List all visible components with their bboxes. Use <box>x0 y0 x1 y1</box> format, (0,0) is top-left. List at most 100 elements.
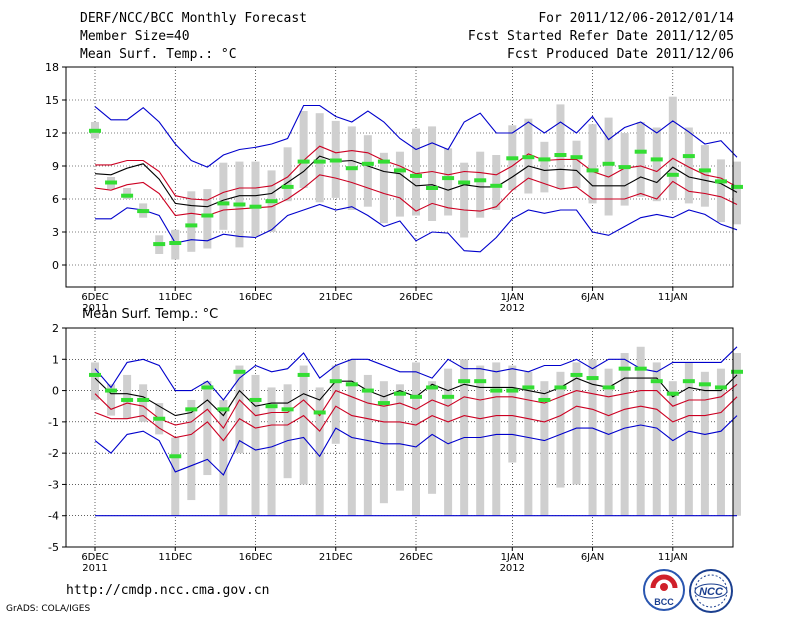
observed-mark <box>474 178 487 183</box>
y-tick-label: 15 <box>45 94 59 107</box>
observed-mark <box>105 180 118 185</box>
observed-mark <box>682 154 695 159</box>
series-lower <box>94 396 738 442</box>
bcc-logo: BCC <box>643 569 685 611</box>
observed-mark <box>602 385 615 390</box>
observed-mark <box>714 385 727 390</box>
range-bar <box>139 384 148 422</box>
range-bar <box>700 145 709 207</box>
range-bar <box>572 140 581 188</box>
series-max <box>94 104 738 168</box>
observed-mark <box>329 379 342 384</box>
observed-mark <box>666 172 679 177</box>
observed-mark <box>361 161 374 166</box>
range-bar <box>540 381 549 516</box>
range-bar <box>235 365 244 454</box>
observed-mark <box>698 382 711 387</box>
y-tick-label: 0 <box>52 259 59 272</box>
x-tick-label: 1JAN <box>501 292 524 303</box>
observed-mark <box>345 166 358 171</box>
range-bar <box>395 384 404 491</box>
produced-date: Fcst Produced Date 2011/12/06 <box>507 47 734 62</box>
x-tick-label: 11DEC <box>158 552 192 563</box>
range-bar <box>428 381 437 494</box>
forecast-period: For 2011/12/06-2012/01/14 <box>538 11 734 26</box>
observed-mark <box>297 159 310 164</box>
range-bar <box>299 111 308 188</box>
range-bar <box>123 188 132 199</box>
range-bar <box>492 155 501 210</box>
y-tick-label: 0 <box>52 385 59 398</box>
ncc-logo-text: NCC <box>699 586 724 598</box>
observed-mark <box>185 407 198 412</box>
observed-mark <box>121 397 134 402</box>
range-bar <box>636 346 645 516</box>
range-bar <box>604 368 613 516</box>
range-bar <box>540 141 549 193</box>
range-bar <box>444 148 453 216</box>
range-bar <box>315 113 324 203</box>
observed-mark <box>490 388 503 393</box>
observed-mark <box>137 209 150 214</box>
y-tick-label: -5 <box>48 541 59 554</box>
range-bar <box>107 384 116 416</box>
y-tick-label: -1 <box>48 416 59 429</box>
observed-mark <box>618 165 631 170</box>
observed-mark <box>217 201 230 206</box>
range-bar <box>588 124 597 204</box>
series-min <box>94 415 738 476</box>
observed-mark <box>731 369 743 374</box>
observed-mark <box>89 128 101 133</box>
y-tick-label: 12 <box>45 127 59 140</box>
observed-mark <box>377 159 390 164</box>
range-bar <box>299 365 308 485</box>
x-tick-label: 16DEC <box>239 292 273 303</box>
range-bar <box>508 365 517 463</box>
plot-frame <box>65 327 734 548</box>
observed-mark <box>265 404 278 409</box>
chart-title: DERF/NCC/BCC Monthly Forecast <box>80 11 307 26</box>
range-bar <box>219 162 228 230</box>
observed-mark <box>522 155 535 160</box>
range-bar <box>283 384 292 479</box>
y-tick-label: 3 <box>52 226 59 239</box>
observed-mark <box>169 241 182 245</box>
observed-mark <box>345 382 358 387</box>
observed-mark <box>554 153 567 157</box>
x-tick-label: 11JAN <box>658 552 688 563</box>
series-min <box>95 203 738 253</box>
y-tick-label: -2 <box>48 447 59 460</box>
x-tick-label: 21DEC <box>319 552 353 563</box>
x-tick-label: 6JAN <box>581 292 604 303</box>
observed-mark <box>329 158 342 163</box>
x-tick-label: 11DEC <box>158 292 192 303</box>
range-bar <box>187 399 196 501</box>
range-bar <box>283 147 292 202</box>
observed-mark <box>217 407 230 412</box>
range-bar <box>315 387 324 516</box>
observed-mark <box>586 168 599 173</box>
range-bar <box>588 359 597 516</box>
source-url[interactable]: http://cmdp.ncc.cma.gov.cn <box>66 583 270 598</box>
range-bar <box>363 135 372 207</box>
plot-frame <box>65 66 734 288</box>
observed-mark <box>201 213 214 218</box>
x-tick-label: 26DEC <box>399 292 433 303</box>
observed-mark <box>442 394 455 399</box>
range-bar <box>652 127 661 202</box>
observed-mark <box>121 193 134 198</box>
observed-mark <box>490 183 503 188</box>
range-bar <box>684 362 693 516</box>
observed-mark <box>89 372 101 377</box>
x-tick-label: 26DEC <box>399 552 433 563</box>
range-bar <box>572 362 581 485</box>
member-size: Member Size=40 <box>80 29 190 44</box>
x-tick-label: 11JAN <box>658 292 688 303</box>
observed-mark <box>281 184 294 189</box>
observed-mark <box>650 379 663 384</box>
range-bar <box>412 362 420 516</box>
observed-mark <box>249 204 262 209</box>
